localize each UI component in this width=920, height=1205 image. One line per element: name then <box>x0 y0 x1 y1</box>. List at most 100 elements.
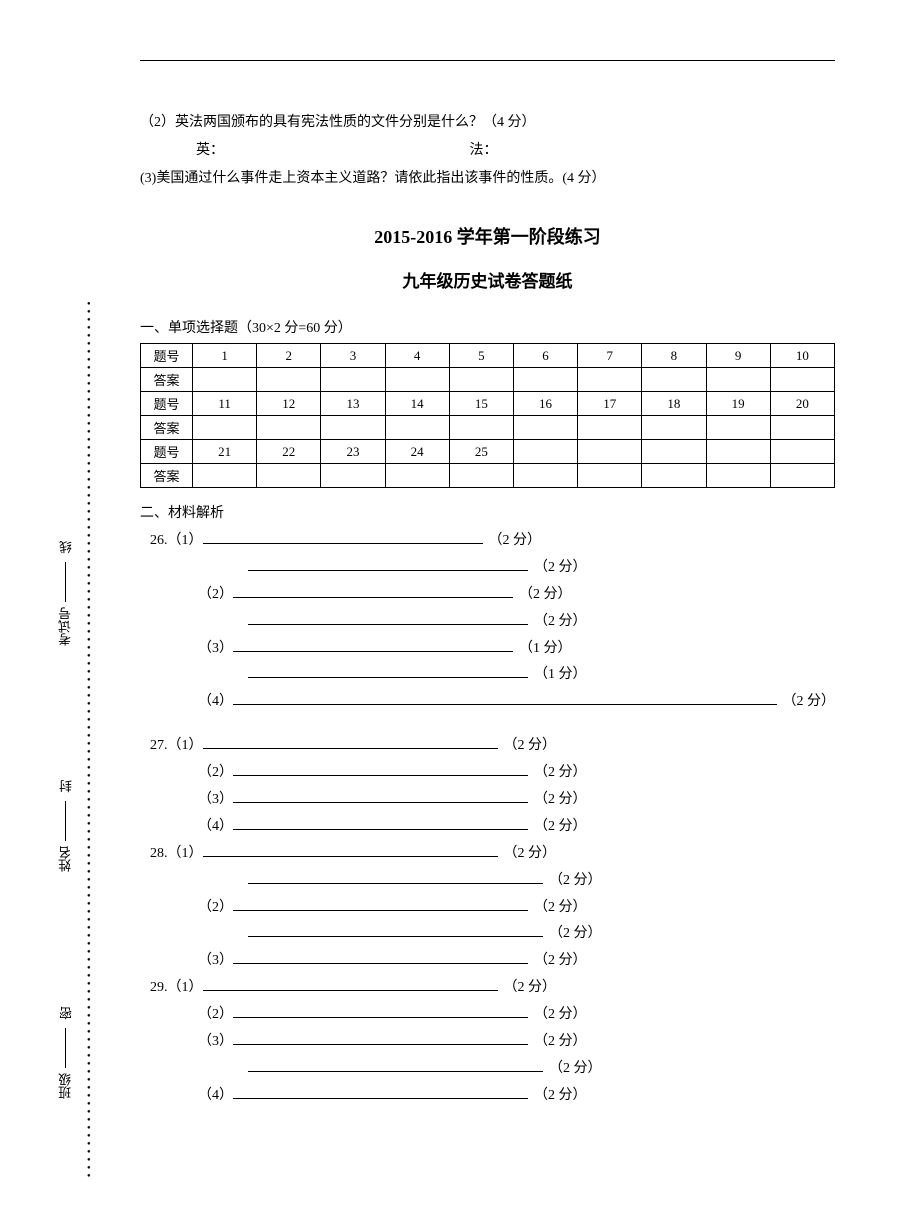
line-prefix: （3） <box>140 948 233 974</box>
material-analysis-block: 26.（1）（2 分）（2 分）（2）（2 分）（2 分）（3）（1 分）（1 … <box>140 528 835 1109</box>
score-label: （2 分） <box>519 582 572 608</box>
row-label: 答案 <box>141 368 193 392</box>
score-label: （2 分） <box>534 895 587 921</box>
score-label: （2 分） <box>489 528 542 554</box>
table-row: 题号 21 22 23 24 25 <box>141 440 835 464</box>
document-page: （2）英法两国颁布的具有宪法性质的文件分别是什么？（4 分） 英： 法： (3)… <box>0 0 920 1205</box>
answer-blank[interactable] <box>248 883 543 884</box>
answer-line: 29.（1）（2 分） <box>140 975 835 1001</box>
score-label: （1 分） <box>534 662 587 688</box>
exam-id-field[interactable]: 考试号 线 <box>56 538 75 646</box>
table-row: 答案 <box>141 464 835 488</box>
class-field[interactable]: 班级 密 <box>56 1004 75 1099</box>
score-label: （2 分） <box>504 841 557 867</box>
answer-blank[interactable] <box>248 624 528 625</box>
table-row: 答案 <box>141 368 835 392</box>
answer-line: （2 分） <box>140 1056 835 1082</box>
question-2: （2）英法两国颁布的具有宪法性质的文件分别是什么？（4 分） <box>140 109 835 137</box>
row-label: 题号 <box>141 392 193 416</box>
line-prefix: 26.（1） <box>140 528 203 554</box>
row-label: 题号 <box>141 344 193 368</box>
name-field[interactable]: 姓名 封 <box>56 777 75 872</box>
answer-line: （1 分） <box>140 662 835 688</box>
table-row: 题号 1 2 3 4 5 6 7 8 9 10 <box>141 344 835 368</box>
answer-line: 27.（1）（2 分） <box>140 733 835 759</box>
answer-line: （2 分） <box>140 868 835 894</box>
line-prefix: （2） <box>140 1002 233 1028</box>
answer-blank[interactable] <box>248 1071 543 1072</box>
answer-blank[interactable] <box>233 651 513 652</box>
score-label: （2 分） <box>534 814 587 840</box>
answer-blank[interactable] <box>203 543 483 544</box>
answer-line: （4）（2 分） <box>140 1083 835 1109</box>
score-label: （2 分） <box>534 609 587 635</box>
answer-line: （2）（2 分） <box>140 895 835 921</box>
line-prefix: （2） <box>140 582 233 608</box>
line-prefix: （4） <box>140 814 233 840</box>
question-3: (3)美国通过什么事件走上资本主义道路？请依此指出该事件的性质。(4 分） <box>140 165 835 193</box>
answer-blank[interactable] <box>233 829 528 830</box>
score-label: （2 分） <box>534 760 587 786</box>
answer-line: （2 分） <box>140 555 835 581</box>
score-label: （2 分） <box>549 1056 602 1082</box>
answer-line: （4） （2 分） <box>140 689 835 715</box>
score-label: （2 分） <box>549 868 602 894</box>
section-1-title: 一、单项选择题（30×2 分=60 分） <box>140 317 835 337</box>
line-prefix: （3） <box>140 787 233 813</box>
answer-table: 题号 1 2 3 4 5 6 7 8 9 10 答案 题号 11 12 13 1… <box>140 343 835 488</box>
score-label: （2 分） <box>504 975 557 1001</box>
answer-line: （3） （2 分） <box>140 787 835 813</box>
score-label: （2 分） <box>534 1029 587 1055</box>
row-label: 答案 <box>141 416 193 440</box>
line-prefix: （4） <box>140 689 233 715</box>
score-label: （2 分） <box>504 733 557 759</box>
answer-line: （2） （2 分） <box>140 582 835 608</box>
answer-blank[interactable] <box>248 936 543 937</box>
answer-line: （2 分） <box>140 609 835 635</box>
answer-line: （2） （2 分） <box>140 1002 835 1028</box>
answer-line: （4） （2 分） <box>140 814 835 840</box>
answer-blank[interactable] <box>233 704 777 705</box>
line-prefix: 28.（1） <box>140 841 203 867</box>
table-row: 题号 11 12 13 14 15 16 17 18 19 20 <box>141 392 835 416</box>
binding-edge: ●●●●●●●●●●●●●●●●●●●●●●●●●●●●●●●●●●●●●●●●… <box>45 300 105 1165</box>
score-label: （2 分） <box>783 689 836 715</box>
section-2-title: 二、材料解析 <box>140 502 835 522</box>
main-title: 2015-2016 学年第一阶段练习 <box>140 223 835 249</box>
question-2-sub: 英： 法： <box>140 137 835 165</box>
q2-france-label: 法： <box>470 143 498 158</box>
line-prefix: （3） <box>140 636 233 662</box>
answer-blank[interactable] <box>203 990 498 991</box>
answer-blank[interactable] <box>233 775 528 776</box>
answer-line: （2 分） <box>140 921 835 947</box>
score-label: （2 分） <box>534 1002 587 1028</box>
answer-blank[interactable] <box>233 1044 528 1045</box>
answer-line: 26.（1） （2 分） <box>140 528 835 554</box>
answer-line: （2）（2 分） <box>140 760 835 786</box>
top-questions-block: （2）英法两国颁布的具有宪法性质的文件分别是什么？（4 分） 英： 法： (3)… <box>140 109 835 193</box>
header-rule <box>140 60 835 61</box>
line-prefix: （3） <box>140 1029 233 1055</box>
answer-blank[interactable] <box>203 856 498 857</box>
answer-blank[interactable] <box>203 748 498 749</box>
answer-blank[interactable] <box>248 677 528 678</box>
answer-blank[interactable] <box>233 963 528 964</box>
sealing-dots: ●●●●●●●●●●●●●●●●●●●●●●●●●●●●●●●●●●●●●●●●… <box>87 300 91 1165</box>
score-label: （2 分） <box>534 1083 587 1109</box>
answer-blank[interactable] <box>233 597 513 598</box>
sub-title: 九年级历史试卷答题纸 <box>140 267 835 292</box>
answer-blank[interactable] <box>233 1098 528 1099</box>
answer-blank[interactable] <box>233 802 528 803</box>
score-label: （2 分） <box>549 921 602 947</box>
answer-blank[interactable] <box>233 910 528 911</box>
answer-blank[interactable] <box>248 570 528 571</box>
score-label: （1 分） <box>519 636 572 662</box>
row-label: 题号 <box>141 440 193 464</box>
answer-line: （3） （2 分） <box>140 1029 835 1055</box>
answer-blank[interactable] <box>233 1017 528 1018</box>
answer-line: （3） （1 分） <box>140 636 835 662</box>
q2-england-label: 英： <box>196 137 466 165</box>
score-label: （2 分） <box>534 787 587 813</box>
row-label: 答案 <box>141 464 193 488</box>
score-label: （2 分） <box>534 555 587 581</box>
